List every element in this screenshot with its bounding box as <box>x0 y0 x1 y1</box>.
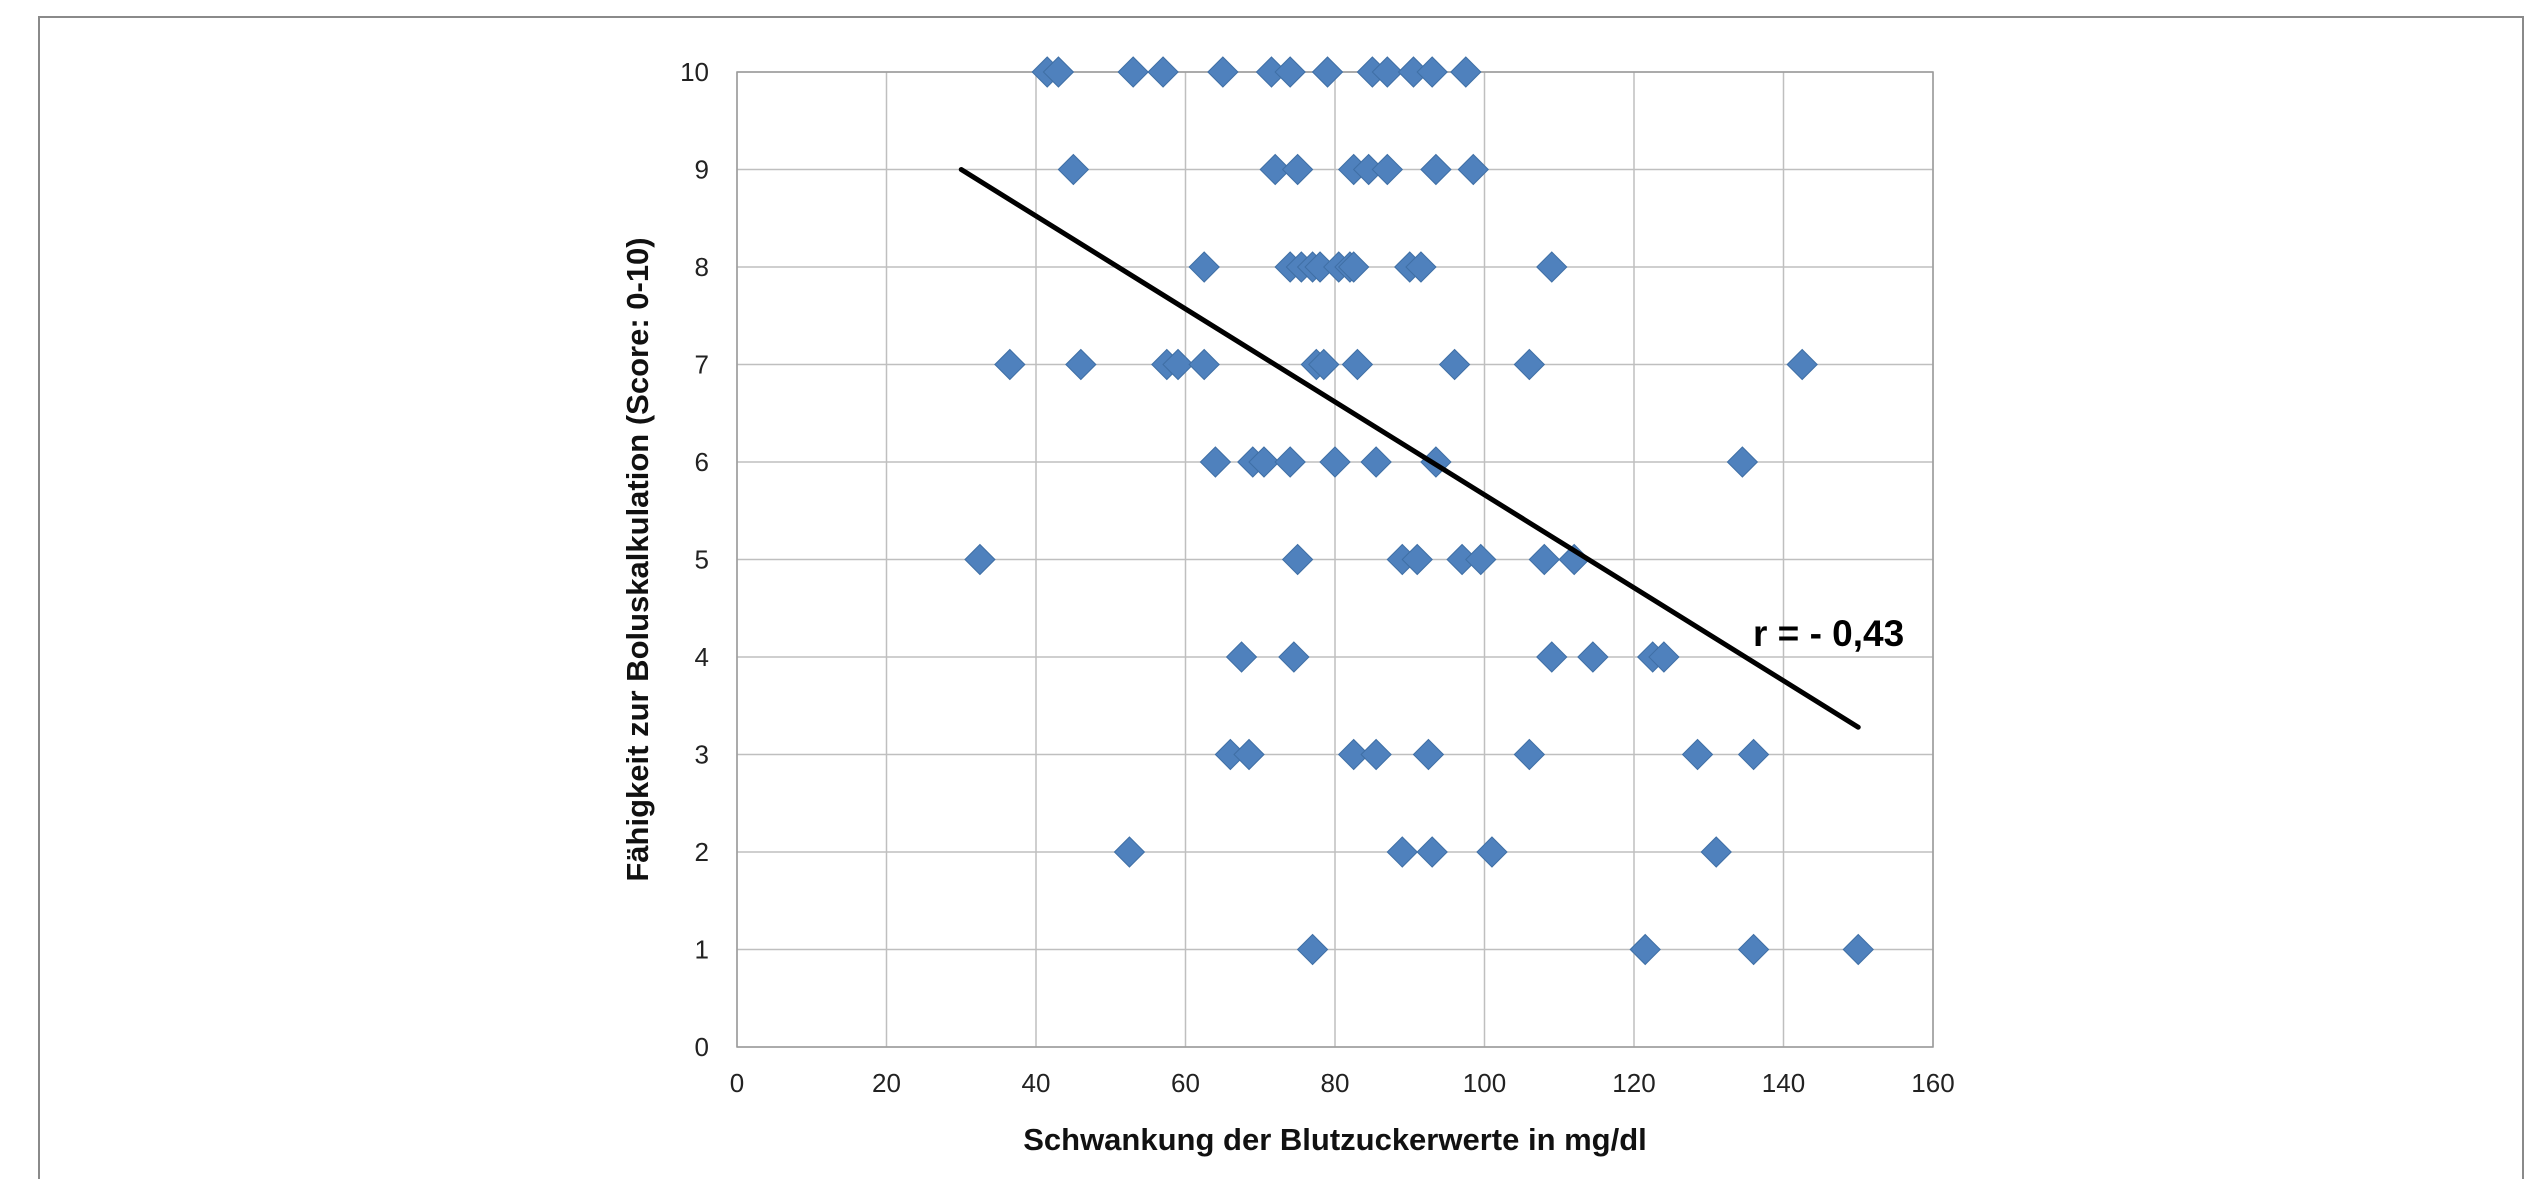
data-point <box>1386 836 1418 868</box>
data-point <box>1308 348 1340 381</box>
data-point <box>1233 738 1265 771</box>
data-point <box>1162 348 1194 381</box>
data-point <box>1337 738 1370 771</box>
data-point <box>1281 543 1314 576</box>
chart-frame <box>38 16 2524 1179</box>
x-axis-title: Schwankung der Blutzuckerwerte in mg/dl <box>1023 1122 1647 1157</box>
data-point <box>1278 641 1310 673</box>
data-point <box>1259 153 1291 186</box>
data-point <box>1405 251 1437 283</box>
data-point <box>1577 641 1609 673</box>
data-point <box>1311 56 1344 88</box>
x-tick-label: 160 <box>1911 1068 1954 1098</box>
data-point <box>1188 348 1220 381</box>
data-point <box>1457 153 1489 186</box>
data-point <box>1057 153 1090 186</box>
data-point <box>1113 836 1146 868</box>
data-point <box>1476 836 1508 868</box>
y-tick-label: 3 <box>695 740 709 770</box>
data-point <box>1412 738 1445 771</box>
y-tick-label: 1 <box>695 935 709 965</box>
y-tick-label: 5 <box>695 545 709 575</box>
y-tick-label: 10 <box>680 57 709 87</box>
data-point <box>1416 836 1448 868</box>
x-tick-label: 140 <box>1762 1068 1805 1098</box>
data-point <box>1513 348 1546 381</box>
data-point <box>1681 738 1714 771</box>
data-point <box>1147 56 1179 88</box>
x-tick-label: 120 <box>1612 1068 1655 1098</box>
x-tick-label: 80 <box>1321 1068 1350 1098</box>
data-point <box>1536 251 1568 283</box>
data-point <box>1371 56 1404 88</box>
data-point <box>1296 933 1329 966</box>
data-point <box>1319 446 1351 478</box>
data-point <box>1225 641 1258 673</box>
y-tick-label: 6 <box>695 447 709 477</box>
data-point <box>1629 933 1661 966</box>
data-point <box>1274 446 1306 478</box>
data-point <box>1360 446 1392 478</box>
data-point <box>1726 446 1759 478</box>
data-point <box>994 348 1026 381</box>
data-point <box>1274 56 1306 88</box>
data-point <box>1536 641 1568 673</box>
data-point <box>1207 56 1239 88</box>
gridlines <box>736 71 1934 1048</box>
x-tick-label: 20 <box>872 1068 901 1098</box>
data-point <box>1648 641 1680 673</box>
data-point <box>1341 348 1374 381</box>
y-tick-label: 8 <box>695 252 709 282</box>
y-axis-title: Fähigkeit zur Boluskalkulation (Score: 0… <box>620 237 655 881</box>
data-point <box>1199 446 1232 478</box>
data-point <box>1065 348 1097 381</box>
x-tick-label: 0 <box>730 1068 744 1098</box>
data-point <box>1420 153 1452 186</box>
data-point <box>1401 543 1433 576</box>
y-tick-label: 9 <box>695 155 709 185</box>
x-tick-label: 100 <box>1463 1068 1506 1098</box>
data-point <box>1786 348 1818 381</box>
x-tick-label: 40 <box>1022 1068 1051 1098</box>
x-tick-label: 60 <box>1171 1068 1200 1098</box>
data-point <box>1248 446 1280 478</box>
data-point <box>1416 56 1448 88</box>
trendline <box>958 167 1861 730</box>
data-point <box>1450 56 1482 88</box>
data-points <box>964 56 1874 966</box>
data-point <box>1281 153 1314 186</box>
data-point <box>1438 348 1471 381</box>
data-point <box>1188 251 1220 283</box>
y-tick-label: 0 <box>695 1032 709 1062</box>
tick-labels: 0 20 40 60 80 100 120 140 160 0 1 2 3 4 5 6 7 8 9 10 <box>680 57 1955 1098</box>
data-point <box>964 543 996 576</box>
data-point <box>1117 56 1149 88</box>
data-point <box>1737 933 1770 966</box>
y-tick-label: 4 <box>695 642 709 672</box>
data-point <box>1528 543 1561 576</box>
data-point <box>1465 543 1497 576</box>
data-point <box>1337 251 1370 283</box>
data-point <box>1360 738 1392 771</box>
data-point <box>1842 933 1874 966</box>
y-tick-label: 7 <box>695 350 709 380</box>
data-point <box>1700 836 1732 868</box>
data-point <box>1371 153 1404 186</box>
data-point <box>1737 738 1770 771</box>
data-point <box>1042 56 1075 88</box>
y-tick-label: 2 <box>695 837 709 867</box>
correlation-annotation: r = - 0,43 <box>1753 613 1904 654</box>
data-point <box>1513 738 1546 771</box>
